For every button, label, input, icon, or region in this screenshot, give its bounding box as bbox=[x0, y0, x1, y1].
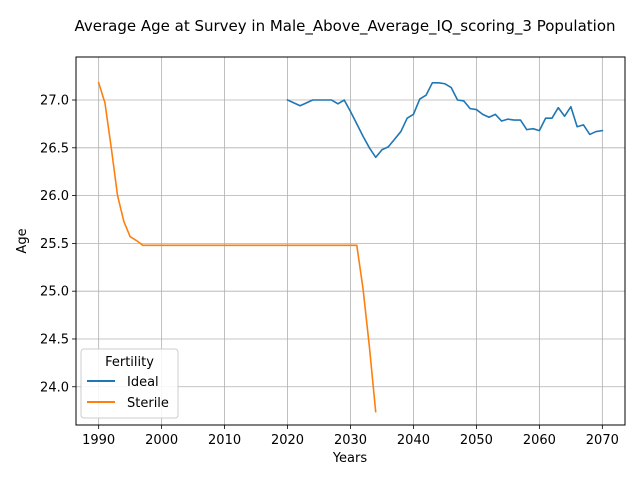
x-tick-label: 2070 bbox=[586, 433, 619, 448]
x-tick-label: 2040 bbox=[397, 433, 430, 448]
series-line-sterile bbox=[97, 81, 377, 413]
y-tick-label: 24.0 bbox=[40, 380, 69, 395]
series-line-ideal bbox=[286, 82, 604, 159]
legend: Fertility Ideal Sterile bbox=[80, 348, 179, 419]
grid bbox=[76, 57, 625, 425]
y-tick-label: 27.0 bbox=[40, 94, 69, 109]
legend-label-sterile: Sterile bbox=[127, 396, 169, 411]
y-tick-label: 26.5 bbox=[40, 141, 69, 156]
y-tick-label: 24.5 bbox=[40, 332, 69, 347]
x-axis-title: Years bbox=[332, 451, 368, 466]
legend-box bbox=[80, 348, 179, 419]
y-tick-label: 25.0 bbox=[40, 285, 69, 300]
x-tick-label: 2030 bbox=[334, 433, 367, 448]
x-tick-label: 2000 bbox=[145, 433, 178, 448]
chart-title: Average Age at Survey in Male_Above_Aver… bbox=[74, 17, 615, 36]
x-tick-label: 2060 bbox=[523, 433, 556, 448]
legend-title: Fertility bbox=[105, 355, 154, 370]
x-tick-label: 2020 bbox=[271, 433, 304, 448]
x-tick-label: 1990 bbox=[82, 433, 115, 448]
y-axis-ticks: 24.0 24.5 25.0 25.5 26.0 26.5 27.0 bbox=[40, 94, 76, 395]
series-lines bbox=[97, 81, 604, 413]
y-axis-title: Age bbox=[15, 228, 30, 253]
x-axis-ticks: 1990 2000 2010 2020 2030 2040 2050 2060 2070 bbox=[82, 425, 619, 448]
x-tick-label: 2010 bbox=[208, 433, 241, 448]
legend-label-ideal: Ideal bbox=[127, 375, 159, 390]
y-tick-label: 26.0 bbox=[40, 189, 69, 204]
x-tick-label: 2050 bbox=[460, 433, 493, 448]
y-tick-label: 25.5 bbox=[40, 237, 69, 252]
